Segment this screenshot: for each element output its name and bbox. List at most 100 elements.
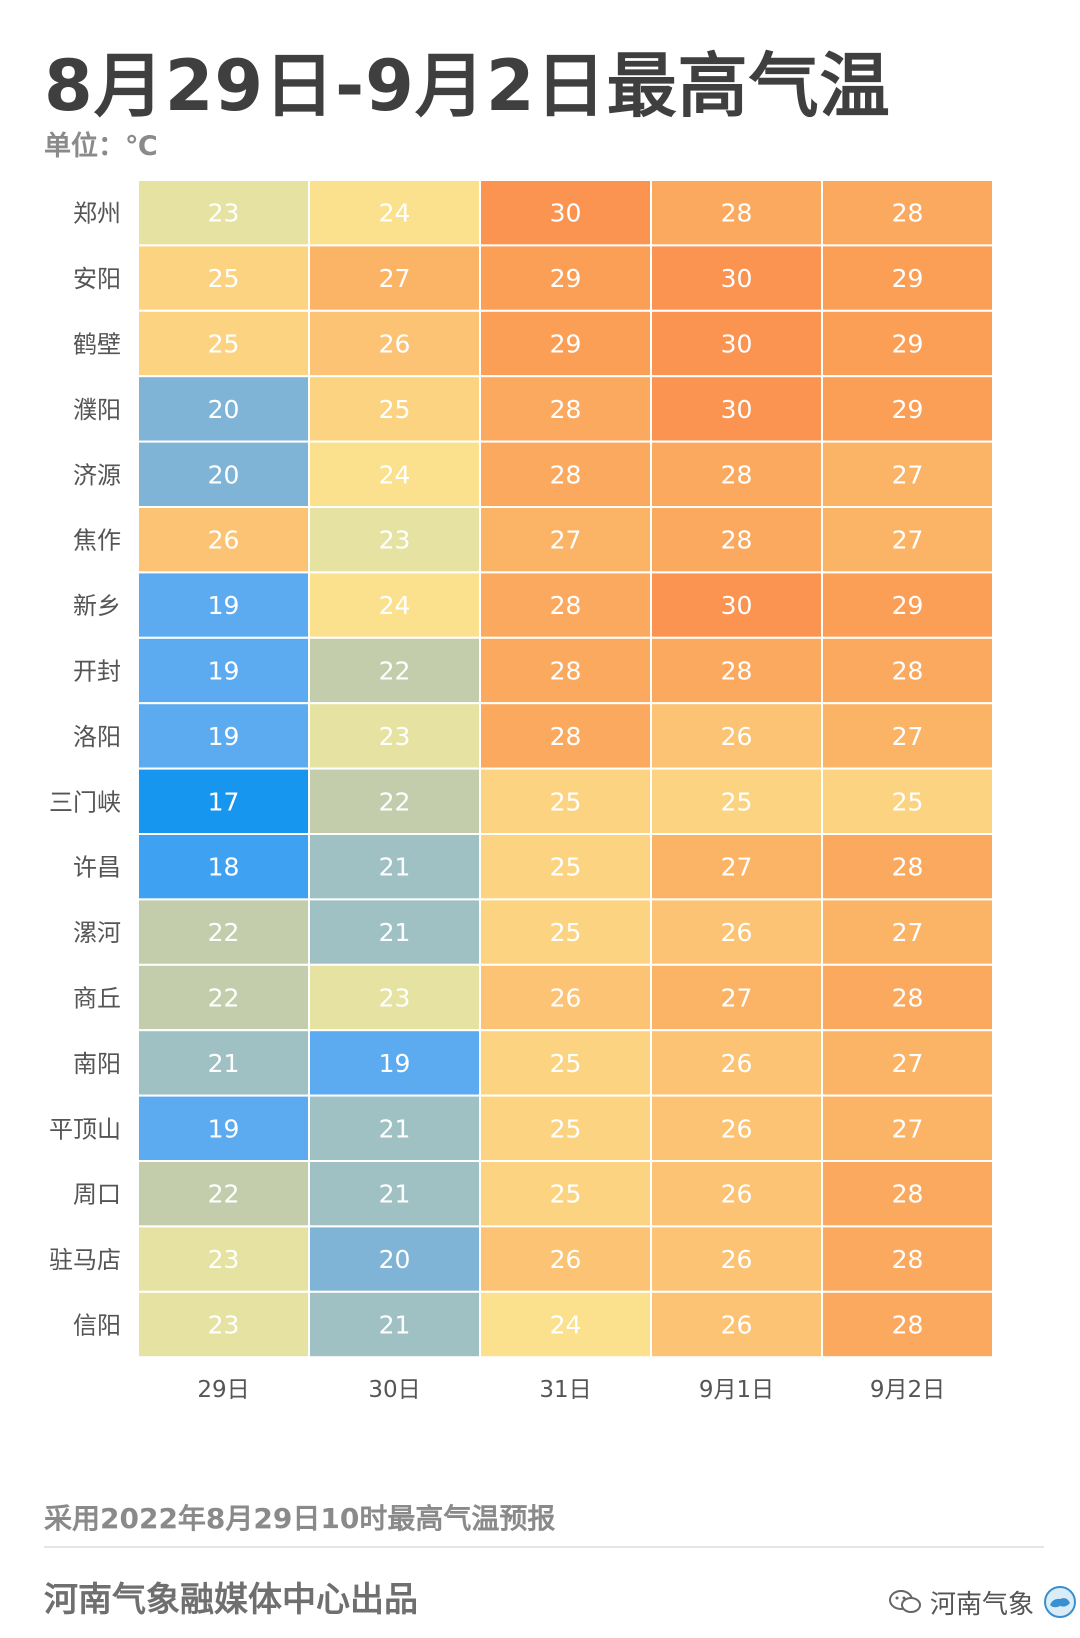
cell-value: 27 xyxy=(892,918,924,947)
column-label: 29日 xyxy=(197,1377,249,1403)
cell-value: 26 xyxy=(550,984,582,1013)
heatmap-cell xyxy=(479,963,652,1032)
cell-value: 22 xyxy=(379,787,411,816)
cell-value: 20 xyxy=(379,1245,411,1274)
divider xyxy=(44,1546,1044,1548)
row-label: 三门峡 xyxy=(49,788,121,816)
cell-value: 23 xyxy=(379,722,411,751)
cell-value: 23 xyxy=(379,526,411,555)
heatmap-cell xyxy=(821,833,994,901)
heatmap-cell xyxy=(821,375,994,443)
cell-value: 21 xyxy=(379,1114,411,1143)
cell-value: 17 xyxy=(208,787,240,816)
cell-value: 30 xyxy=(721,330,753,359)
heatmap-cell xyxy=(821,571,994,639)
heatmap-cell xyxy=(308,963,481,1032)
heatmap-cell xyxy=(308,1290,481,1359)
cell-value: 25 xyxy=(208,330,240,359)
heatmap-cell xyxy=(650,1290,823,1359)
heatmap-cell xyxy=(650,180,823,247)
cell-value: 26 xyxy=(721,1114,753,1143)
temperature-heatmap: 郑州 23 24 30 28 28 安阳 25 27 29 30 29 鹤壁 25 26 29 30 29 濮阳 20… xyxy=(49,180,994,1403)
cell-value: 21 xyxy=(208,1049,240,1078)
cell-value: 26 xyxy=(550,1245,582,1274)
heatmap-cell xyxy=(650,767,823,835)
heatmap-cell xyxy=(479,1094,652,1162)
cell-value: 30 xyxy=(721,395,753,424)
cell-value: 28 xyxy=(892,657,924,686)
cell-value: 24 xyxy=(379,460,411,489)
cell-value: 27 xyxy=(892,1049,924,1078)
cell-value: 27 xyxy=(892,526,924,555)
cell-value: 28 xyxy=(892,1180,924,1209)
row-label: 南阳 xyxy=(73,1050,121,1078)
cell-value: 27 xyxy=(892,722,924,751)
cell-value: 27 xyxy=(550,526,582,555)
cell-value: 21 xyxy=(379,1180,411,1209)
heatmap-cell xyxy=(137,702,310,770)
heatmap-cell xyxy=(137,1029,310,1097)
heatmap-cell xyxy=(308,1029,481,1097)
cell-value: 25 xyxy=(550,1180,582,1209)
heatmap-cell xyxy=(308,898,481,966)
cell-value: 21 xyxy=(379,918,411,947)
cell-value: 24 xyxy=(550,1311,582,1340)
cell-value: 22 xyxy=(208,918,240,947)
footer-credit: 河南气象融媒体中心出品 xyxy=(44,1580,418,1620)
row-label: 新乡 xyxy=(73,592,121,620)
weather-logo-icon xyxy=(1044,1586,1077,1618)
heatmap-cell xyxy=(137,244,310,312)
cell-value: 21 xyxy=(379,1311,411,1340)
cell-value: 26 xyxy=(721,722,753,751)
cell-value: 24 xyxy=(379,591,411,620)
cell-value: 25 xyxy=(550,1114,582,1143)
cell-value: 26 xyxy=(721,918,753,947)
cell-value: 23 xyxy=(208,1245,240,1274)
cell-value: 29 xyxy=(892,591,924,620)
unit-label: 单位：℃ xyxy=(44,131,158,162)
cell-value: 27 xyxy=(892,460,924,489)
cell-value: 28 xyxy=(892,1245,924,1274)
cell-value: 28 xyxy=(721,199,753,228)
heatmap-cell xyxy=(650,636,823,705)
heatmap-cell xyxy=(137,1290,310,1359)
cell-value: 28 xyxy=(550,395,582,424)
cell-value: 28 xyxy=(550,657,582,686)
heatmap-cell xyxy=(821,309,994,378)
heatmap-cell xyxy=(650,375,823,443)
row-label: 安阳 xyxy=(73,265,121,293)
row-label: 漯河 xyxy=(73,919,121,947)
cell-value: 26 xyxy=(721,1311,753,1340)
cell-value: 28 xyxy=(721,657,753,686)
cell-value: 20 xyxy=(208,460,240,489)
heatmap-cell xyxy=(821,1290,994,1359)
heatmap-cell xyxy=(821,1160,994,1228)
heatmap-cell xyxy=(650,1225,823,1293)
heatmap-cell xyxy=(821,180,994,247)
heatmap-cell xyxy=(650,1029,823,1097)
cell-value: 22 xyxy=(208,1180,240,1209)
cell-value: 19 xyxy=(379,1049,411,1078)
cell-value: 27 xyxy=(379,264,411,293)
cell-value: 18 xyxy=(208,853,240,882)
heatmap-cell xyxy=(479,1290,652,1359)
cell-value: 19 xyxy=(208,722,240,751)
cell-value: 27 xyxy=(892,1114,924,1143)
heatmap-cell xyxy=(479,309,652,378)
heatmap-cell xyxy=(137,963,310,1032)
watermark-text: 河南气象 xyxy=(930,1589,1035,1620)
cell-value: 24 xyxy=(379,199,411,228)
cell-value: 28 xyxy=(892,199,924,228)
heatmap-cell xyxy=(479,375,652,443)
heatmap-cell xyxy=(479,702,652,770)
cell-value: 25 xyxy=(379,395,411,424)
row-label: 驻马店 xyxy=(49,1246,121,1274)
heatmap-cell xyxy=(308,1094,481,1162)
row-label: 焦作 xyxy=(73,527,121,555)
cell-value: 21 xyxy=(379,853,411,882)
cell-value: 23 xyxy=(379,984,411,1013)
heatmap-cell xyxy=(479,244,652,312)
page-title: 8月29日-9月2日最高气温 xyxy=(44,45,891,127)
heatmap-cell xyxy=(821,506,994,574)
cell-value: 26 xyxy=(379,330,411,359)
